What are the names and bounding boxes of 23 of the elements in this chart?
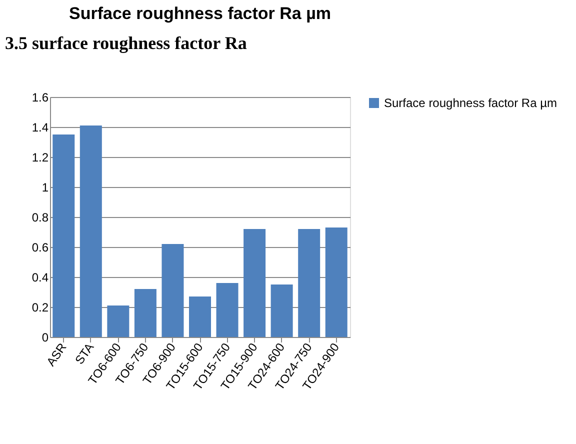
bar [325, 228, 348, 337]
text: 3.5 surface roughness factor Ra [5, 33, 247, 53]
y-tick-label: 0.4 [32, 270, 49, 284]
bar [52, 134, 75, 337]
y-tick-label: 1.6 [32, 90, 49, 104]
y-tick-label: 1 [42, 180, 49, 194]
y-tick-label: 0.2 [32, 300, 49, 314]
bar [107, 306, 130, 337]
bar [270, 284, 293, 337]
chart-title: Surface roughness factor Ra µm [68, 4, 332, 23]
bar [189, 296, 211, 337]
bar [80, 126, 102, 337]
y-tick-label: 1.4 [32, 120, 49, 134]
y-tick-label: 1.2 [32, 150, 49, 164]
y-tick-label: 0.8 [32, 210, 49, 224]
legend-label: Surface roughness factor Ra µm [384, 96, 557, 110]
bar [216, 283, 238, 337]
bar [162, 244, 184, 337]
y-tick-label: 0.6 [32, 240, 49, 254]
bar [244, 229, 266, 337]
bar [134, 289, 156, 337]
bar [298, 229, 320, 337]
y-tick-label: 0 [42, 330, 49, 344]
